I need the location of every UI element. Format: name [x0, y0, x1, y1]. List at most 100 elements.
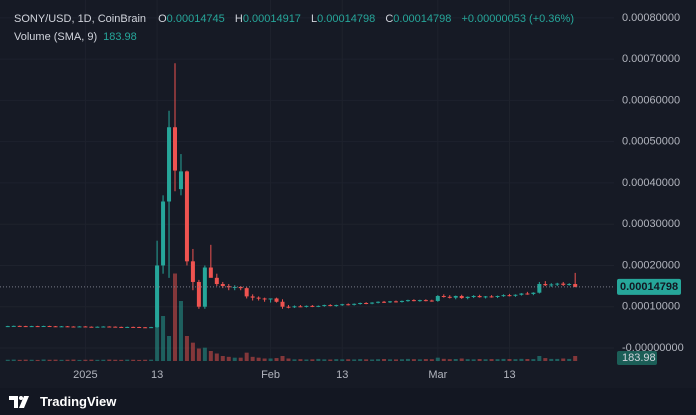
- candle-body: [310, 305, 315, 307]
- candle-body: [334, 305, 339, 307]
- volume-bar: [304, 359, 309, 361]
- candle-body: [388, 301, 393, 303]
- candle-body: [107, 326, 112, 328]
- volume-bar: [376, 359, 381, 361]
- volume-bar: [250, 356, 255, 361]
- volume-bar: [208, 351, 213, 361]
- candle-body: [322, 305, 327, 307]
- volume-bar: [184, 336, 189, 361]
- y-tick-label: 0.00070000: [622, 53, 680, 65]
- label: C: [385, 13, 394, 25]
- volume-bar: [388, 359, 393, 361]
- candle-body: [453, 295, 458, 298]
- volume-bar: [382, 359, 387, 361]
- candle-body: [23, 326, 28, 328]
- candle-body: [316, 305, 321, 307]
- y-tick-label: 0.00040000: [622, 177, 680, 189]
- volume-bar: [519, 358, 524, 361]
- volume-bar: [119, 359, 124, 361]
- candle-body: [274, 298, 279, 302]
- candle-body: [495, 295, 500, 297]
- candle-body: [155, 265, 160, 328]
- candle-body: [53, 326, 58, 328]
- candle-body: [501, 295, 506, 297]
- volume-bar: [17, 359, 22, 361]
- symbol: SONY/USD, 1D, CoinBrain: [14, 13, 147, 25]
- candle-body: [447, 296, 452, 298]
- candle-body: [328, 305, 333, 307]
- candle-body: [298, 306, 303, 308]
- volume-bar: [226, 356, 231, 361]
- x-tick-label: Mar: [428, 369, 447, 381]
- candle-body: [244, 288, 249, 297]
- volume-bar: [190, 342, 195, 361]
- candle-body: [65, 326, 70, 328]
- volume-bar: [543, 358, 548, 361]
- candle-body: [399, 300, 404, 302]
- volume-bar: [561, 358, 566, 361]
- volume-bar: [244, 352, 249, 361]
- x-tick-label: 13: [151, 369, 163, 381]
- volume-bar: [573, 356, 578, 361]
- change: +0.00000053 (+0.36%): [461, 13, 574, 25]
- volume-bar: [346, 359, 351, 361]
- y-tick-label: 0.00080000: [622, 12, 680, 24]
- volume-bar: [65, 359, 70, 361]
- candle-body: [208, 267, 213, 278]
- candle-body: [5, 326, 10, 328]
- candle-body: [167, 127, 172, 202]
- candle-body: [178, 171, 183, 190]
- volume-bar: [483, 359, 488, 361]
- volume-bar: [71, 359, 76, 361]
- candle-body: [268, 298, 273, 300]
- candle-body: [352, 303, 357, 305]
- candle-body: [77, 326, 82, 328]
- volume-bar: [405, 358, 410, 361]
- volume-bar: [173, 273, 178, 361]
- candle-body: [71, 326, 76, 328]
- volume-bar: [5, 359, 10, 361]
- candle-body: [304, 305, 309, 307]
- volume-bar: [125, 359, 130, 361]
- volume-bar: [328, 359, 333, 361]
- axis-area: [614, 0, 696, 388]
- candle-body: [423, 300, 428, 302]
- volume-bar: [537, 356, 542, 361]
- volume-bar: [429, 359, 434, 361]
- footer: TradingView: [0, 388, 696, 415]
- volume-bar: [286, 358, 291, 361]
- value: 0.00014745: [166, 13, 225, 25]
- price-badge: [617, 278, 681, 295]
- volume-bar: [256, 357, 261, 361]
- volume-bar: [202, 347, 207, 361]
- candle-body: [101, 326, 106, 328]
- volume-bar: [310, 359, 315, 361]
- candle-body: [41, 326, 46, 328]
- candle-body: [429, 300, 434, 302]
- volume-legend: Volume (SMA, 9) 183.98: [14, 31, 144, 43]
- volume-bar: [501, 358, 506, 361]
- volume-bar: [364, 359, 369, 361]
- candle-body: [549, 284, 554, 286]
- volume-bar: [107, 359, 112, 361]
- x-tick-label: 13: [503, 369, 515, 381]
- candle-body: [184, 171, 189, 262]
- candle-body: [29, 326, 34, 328]
- volume-bar: [59, 359, 64, 361]
- candle-body: [567, 284, 572, 286]
- candle-body: [119, 326, 124, 328]
- candle-body: [340, 304, 345, 306]
- x-tick-label: Feb: [261, 369, 280, 381]
- volume-bar: [340, 359, 345, 361]
- candle-body: [358, 303, 363, 304]
- candle-body: [543, 284, 548, 286]
- candle-body: [417, 300, 422, 302]
- volume-bar: [292, 359, 297, 361]
- volume-bar: [41, 359, 46, 361]
- volume-bar: [471, 359, 476, 361]
- value: 183.98: [103, 31, 137, 43]
- volume-bar: [513, 359, 518, 361]
- volume-bar: [131, 359, 136, 361]
- volume-badge: [617, 351, 657, 365]
